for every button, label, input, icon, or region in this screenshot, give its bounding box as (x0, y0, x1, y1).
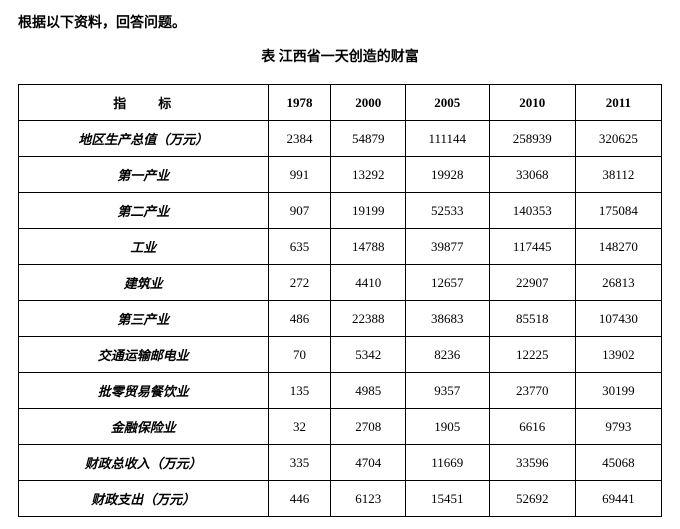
cell-value: 175084 (575, 193, 661, 229)
cell-value: 486 (268, 301, 331, 337)
table-row: 交通运输邮电业70534282361222513902 (19, 337, 662, 373)
cell-value: 2384 (268, 121, 331, 157)
cell-value: 39877 (405, 229, 489, 265)
row-indicator: 第二产业 (19, 193, 269, 229)
table-row: 财政总收入（万元）3354704116693359645068 (19, 445, 662, 481)
cell-value: 70 (268, 337, 331, 373)
cell-value: 135 (268, 373, 331, 409)
cell-value: 45068 (575, 445, 661, 481)
cell-value: 32 (268, 409, 331, 445)
cell-value: 148270 (575, 229, 661, 265)
header-year: 2005 (405, 85, 489, 121)
cell-value: 4410 (331, 265, 406, 301)
cell-value: 12657 (405, 265, 489, 301)
cell-value: 9357 (405, 373, 489, 409)
table-row: 第一产业99113292199283306838112 (19, 157, 662, 193)
cell-value: 33068 (489, 157, 575, 193)
cell-value: 9793 (575, 409, 661, 445)
cell-value: 258939 (489, 121, 575, 157)
cell-value: 991 (268, 157, 331, 193)
header-year: 2011 (575, 85, 661, 121)
cell-value: 1905 (405, 409, 489, 445)
cell-value: 4704 (331, 445, 406, 481)
cell-value: 6616 (489, 409, 575, 445)
cell-value: 26813 (575, 265, 661, 301)
cell-value: 111144 (405, 121, 489, 157)
row-indicator: 财政总收入（万元） (19, 445, 269, 481)
cell-value: 4985 (331, 373, 406, 409)
cell-value: 23770 (489, 373, 575, 409)
table-row: 建筑业2724410126572290726813 (19, 265, 662, 301)
cell-value: 11669 (405, 445, 489, 481)
cell-value: 30199 (575, 373, 661, 409)
cell-value: 13292 (331, 157, 406, 193)
table-row: 金融保险业322708190566169793 (19, 409, 662, 445)
intro-text: 根据以下资料，回答问题。 (18, 12, 662, 32)
cell-value: 2708 (331, 409, 406, 445)
cell-value: 117445 (489, 229, 575, 265)
table-title: 表 江西省一天创造的财富 (18, 46, 662, 66)
cell-value: 907 (268, 193, 331, 229)
cell-value: 52692 (489, 481, 575, 517)
row-indicator: 工业 (19, 229, 269, 265)
row-indicator: 第一产业 (19, 157, 269, 193)
cell-value: 107430 (575, 301, 661, 337)
cell-value: 635 (268, 229, 331, 265)
cell-value: 85518 (489, 301, 575, 337)
row-indicator: 批零贸易餐饮业 (19, 373, 269, 409)
cell-value: 320625 (575, 121, 661, 157)
cell-value: 14788 (331, 229, 406, 265)
table-row: 批零贸易餐饮业135498593572377030199 (19, 373, 662, 409)
row-indicator: 地区生产总值（万元） (19, 121, 269, 157)
row-indicator: 财政支出（万元） (19, 481, 269, 517)
row-indicator: 交通运输邮电业 (19, 337, 269, 373)
row-indicator: 金融保险业 (19, 409, 269, 445)
cell-value: 22907 (489, 265, 575, 301)
cell-value: 69441 (575, 481, 661, 517)
table-row: 地区生产总值（万元）238454879111144258939320625 (19, 121, 662, 157)
table-row: 工业6351478839877117445148270 (19, 229, 662, 265)
cell-value: 13902 (575, 337, 661, 373)
cell-value: 140353 (489, 193, 575, 229)
cell-value: 5342 (331, 337, 406, 373)
cell-value: 52533 (405, 193, 489, 229)
table-row: 第二产业9071919952533140353175084 (19, 193, 662, 229)
cell-value: 446 (268, 481, 331, 517)
header-year: 1978 (268, 85, 331, 121)
table-row: 第三产业486223883868385518107430 (19, 301, 662, 337)
cell-value: 6123 (331, 481, 406, 517)
data-table: 指 标 1978 2000 2005 2010 2011 地区生产总值（万元）2… (18, 84, 662, 517)
header-year: 2000 (331, 85, 406, 121)
cell-value: 38112 (575, 157, 661, 193)
cell-value: 15451 (405, 481, 489, 517)
cell-value: 38683 (405, 301, 489, 337)
cell-value: 12225 (489, 337, 575, 373)
cell-value: 272 (268, 265, 331, 301)
table-header-row: 指 标 1978 2000 2005 2010 2011 (19, 85, 662, 121)
cell-value: 8236 (405, 337, 489, 373)
header-year: 2010 (489, 85, 575, 121)
cell-value: 19199 (331, 193, 406, 229)
cell-value: 335 (268, 445, 331, 481)
cell-value: 33596 (489, 445, 575, 481)
header-indicator: 指 标 (19, 85, 269, 121)
cell-value: 22388 (331, 301, 406, 337)
row-indicator: 第三产业 (19, 301, 269, 337)
row-indicator: 建筑业 (19, 265, 269, 301)
cell-value: 19928 (405, 157, 489, 193)
table-row: 财政支出（万元）4466123154515269269441 (19, 481, 662, 517)
cell-value: 54879 (331, 121, 406, 157)
